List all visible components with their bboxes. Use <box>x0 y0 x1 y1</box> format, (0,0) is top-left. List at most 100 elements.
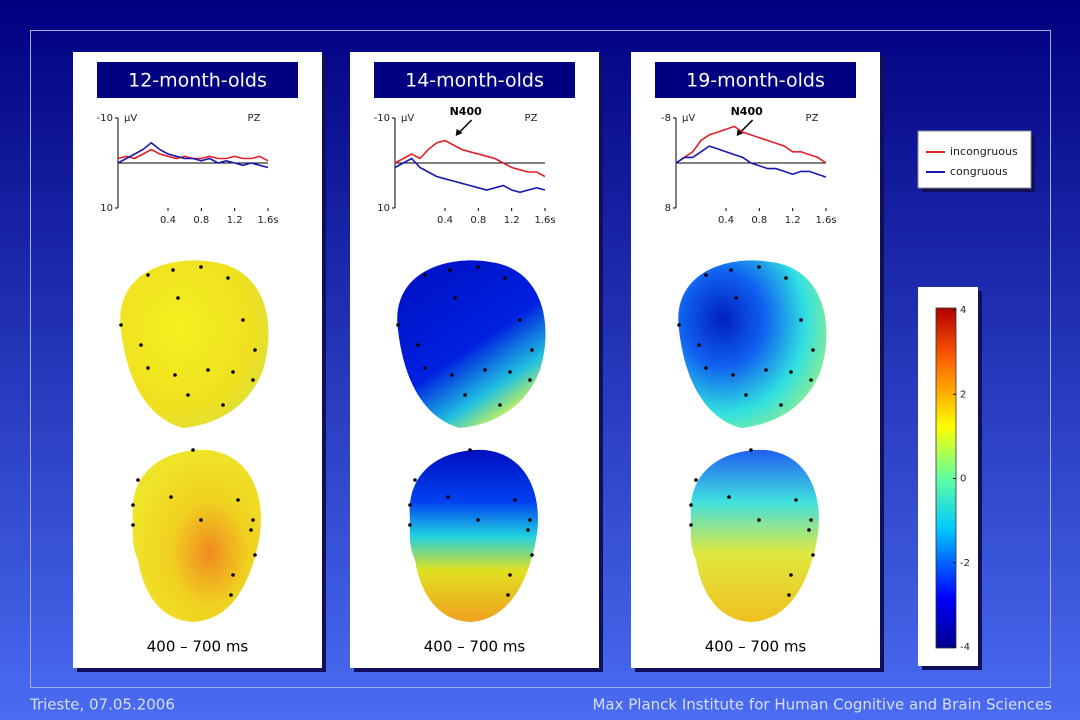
electrode <box>689 503 693 507</box>
x-tick-label: 1.6s <box>534 215 555 226</box>
electrode <box>206 368 210 372</box>
electrode <box>136 478 140 482</box>
electrode <box>186 393 190 397</box>
y-tick-label: -10 <box>374 113 390 124</box>
legend-label: congruous <box>950 165 1008 178</box>
electrode <box>727 495 731 499</box>
panel-title-box <box>374 62 575 98</box>
electrode <box>498 403 502 407</box>
panel-title-box <box>97 62 298 98</box>
y-axis-label: µV <box>124 113 137 124</box>
electrode <box>226 276 230 280</box>
electrode <box>764 368 768 372</box>
head-top-view <box>678 260 827 428</box>
electrode <box>526 528 530 532</box>
electrode <box>416 343 420 347</box>
panel-title-box <box>655 62 856 98</box>
y-tick-label: -8 <box>661 113 671 124</box>
electrode <box>784 276 788 280</box>
footer-right: Max Planck Institute for Human Cognitive… <box>592 696 1052 714</box>
electrode <box>734 296 738 300</box>
electrode <box>799 318 803 322</box>
electrode <box>119 323 123 327</box>
electrode <box>508 370 512 374</box>
electrode <box>139 343 143 347</box>
electrode <box>176 296 180 300</box>
electrode <box>249 528 253 532</box>
annotation-arrowhead <box>455 129 463 136</box>
electrode <box>448 268 452 272</box>
panel-title: 19-month-olds <box>686 70 825 92</box>
electrode <box>199 518 203 522</box>
electrode <box>131 503 135 507</box>
electrode <box>146 273 150 277</box>
electrode <box>221 403 225 407</box>
electrode <box>236 498 240 502</box>
footer-left: Trieste, 07.05.2006 <box>29 696 175 714</box>
electrode <box>483 368 487 372</box>
electrode <box>171 268 175 272</box>
electrode <box>508 573 512 577</box>
head-front-view <box>690 449 819 622</box>
electrode <box>731 373 735 377</box>
electrode <box>787 593 791 597</box>
colorbar-tick-label: 4 <box>960 305 966 316</box>
head-front-view <box>132 449 261 622</box>
y-tick-label: 8 <box>665 203 671 214</box>
time-window: 400 – 700 ms <box>147 638 249 656</box>
annotation-arrowhead <box>736 129 744 136</box>
legend-box <box>917 130 1032 189</box>
time-window: 400 – 700 ms <box>424 638 526 656</box>
electrode <box>408 503 412 507</box>
channel-label: PZ <box>806 113 819 124</box>
electrode <box>528 518 532 522</box>
electrode <box>744 393 748 397</box>
colorbar-tick-label: -4 <box>960 642 970 653</box>
electrode <box>476 265 480 269</box>
x-tick-label: 1.2 <box>227 215 243 226</box>
waveform <box>675 125 827 164</box>
electrode <box>697 343 701 347</box>
y-axis-label: µV <box>401 113 414 124</box>
electrode <box>396 323 400 327</box>
colorbar-tick-label: -2 <box>960 558 970 569</box>
electrode <box>749 448 753 452</box>
electrode <box>811 348 815 352</box>
electrode <box>811 553 815 557</box>
y-tick-label: 10 <box>100 203 113 214</box>
x-tick-label: 1.6s <box>257 215 278 226</box>
waveform <box>675 145 827 178</box>
x-tick-label: 0.4 <box>718 215 734 226</box>
electrode <box>468 448 472 452</box>
colorbar-tick-label: 0 <box>960 474 966 485</box>
legend-label: incongruous <box>950 145 1018 158</box>
electrode <box>446 495 450 499</box>
electrode <box>146 366 150 370</box>
electrode <box>413 478 417 482</box>
electrode <box>794 498 798 502</box>
electrode <box>503 276 507 280</box>
y-tick-label: -10 <box>97 113 113 124</box>
electrode <box>530 348 534 352</box>
waveform <box>117 141 269 169</box>
y-tick-label: 10 <box>377 203 390 214</box>
electrode <box>251 518 255 522</box>
panel-title: 14-month-olds <box>405 70 544 92</box>
electrode <box>169 495 173 499</box>
channel-label: PZ <box>525 113 538 124</box>
electrode <box>450 373 454 377</box>
x-tick-label: 0.8 <box>470 215 486 226</box>
panel-title: 12-month-olds <box>128 70 267 92</box>
electrode <box>173 373 177 377</box>
electrode <box>251 378 255 382</box>
x-tick-label: 1.2 <box>504 215 520 226</box>
head-front-view <box>409 449 538 622</box>
electrode <box>809 518 813 522</box>
electrode <box>677 323 681 327</box>
electrode <box>789 370 793 374</box>
electrode <box>757 518 761 522</box>
x-tick-label: 1.2 <box>785 215 801 226</box>
annotation: N400 <box>450 105 483 118</box>
electrode <box>423 366 427 370</box>
